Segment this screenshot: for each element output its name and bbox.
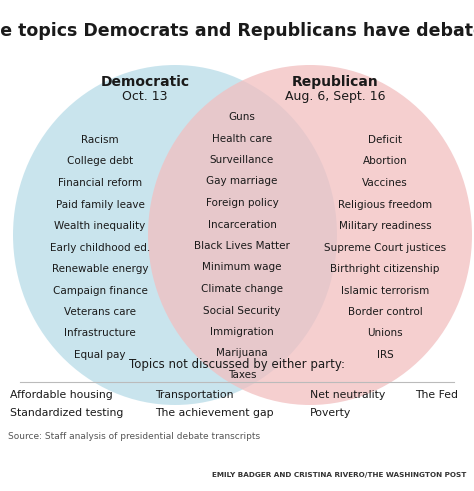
Text: Net neutrality: Net neutrality: [310, 390, 385, 400]
Text: EMILY BADGER AND CRISTINA RIVERO/THE WASHINGTON POST: EMILY BADGER AND CRISTINA RIVERO/THE WAS…: [211, 472, 466, 478]
Text: Military readiness: Military readiness: [339, 221, 431, 231]
Ellipse shape: [148, 65, 472, 405]
Text: Aug. 6, Sept. 16: Aug. 6, Sept. 16: [285, 90, 385, 103]
Text: Birthright citizenship: Birthright citizenship: [330, 264, 440, 274]
Text: Vaccines: Vaccines: [362, 178, 408, 188]
Text: Equal pay: Equal pay: [74, 350, 126, 360]
Text: Racism: Racism: [81, 135, 119, 145]
Text: Marijuana: Marijuana: [216, 349, 268, 358]
Text: Standardized testing: Standardized testing: [10, 408, 123, 418]
Text: Deficit: Deficit: [368, 135, 402, 145]
Text: Climate change: Climate change: [201, 284, 283, 294]
Text: Black Lives Matter: Black Lives Matter: [194, 241, 290, 251]
Text: Social Security: Social Security: [203, 305, 281, 316]
Text: Topics not discussed by either party:: Topics not discussed by either party:: [129, 358, 345, 371]
Text: Paid family leave: Paid family leave: [55, 199, 145, 210]
Text: Immigration: Immigration: [210, 327, 274, 337]
Text: Surveillance: Surveillance: [210, 155, 274, 165]
Text: Poverty: Poverty: [310, 408, 351, 418]
Text: The topics Democrats and Republicans have debated: The topics Democrats and Republicans hav…: [0, 22, 474, 40]
Text: Foreign policy: Foreign policy: [206, 198, 278, 208]
Text: Abortion: Abortion: [363, 157, 407, 166]
Text: Renewable energy: Renewable energy: [52, 264, 148, 274]
Text: Oct. 13: Oct. 13: [122, 90, 168, 103]
Text: Republican: Republican: [292, 75, 378, 89]
Text: Wealth inequality: Wealth inequality: [55, 221, 146, 231]
Text: Unions: Unions: [367, 328, 403, 338]
Text: Transportation: Transportation: [155, 390, 234, 400]
Text: Supreme Court justices: Supreme Court justices: [324, 243, 446, 252]
Text: Incarceration: Incarceration: [208, 219, 276, 229]
Text: The achievement gap: The achievement gap: [155, 408, 273, 418]
Text: Guns: Guns: [228, 112, 255, 122]
Text: Gay marriage: Gay marriage: [206, 176, 278, 187]
Text: College debt: College debt: [67, 157, 133, 166]
Text: Border control: Border control: [347, 307, 422, 317]
Text: The Fed: The Fed: [415, 390, 458, 400]
Text: Health care: Health care: [212, 134, 272, 143]
Text: Religious freedom: Religious freedom: [338, 199, 432, 210]
Text: IRS: IRS: [377, 350, 393, 360]
Text: Financial reform: Financial reform: [58, 178, 142, 188]
Text: Taxes: Taxes: [228, 370, 256, 380]
Text: Affordable housing: Affordable housing: [10, 390, 113, 400]
Ellipse shape: [13, 65, 337, 405]
Text: Infrastructure: Infrastructure: [64, 328, 136, 338]
Text: Veterans care: Veterans care: [64, 307, 136, 317]
Text: Early childhood ed.: Early childhood ed.: [50, 243, 150, 252]
Text: Islamic terrorism: Islamic terrorism: [341, 285, 429, 296]
Text: Minimum wage: Minimum wage: [202, 263, 282, 273]
Text: Source: Staff analysis of presidential debate transcripts: Source: Staff analysis of presidential d…: [8, 432, 260, 441]
Text: Democratic: Democratic: [100, 75, 190, 89]
Text: Campaign finance: Campaign finance: [53, 285, 147, 296]
